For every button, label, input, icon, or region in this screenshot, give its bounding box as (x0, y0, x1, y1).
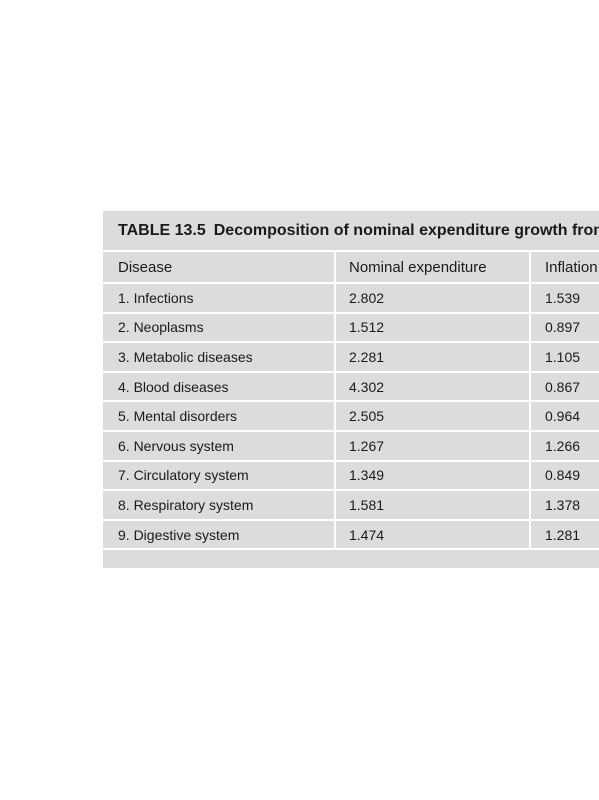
table-cell: 1.281 (545, 526, 581, 543)
header-row: Disease Nominal expenditure Inflation (103, 252, 599, 284)
table-cell: 1.474 (336, 520, 531, 549)
table-row: 9. Digestive system 1.474 1.281 (103, 520, 599, 551)
table-row: 2. Neoplasms 1.512 0.897 (103, 313, 599, 344)
table-cell: 9. Digestive system (103, 520, 336, 549)
table-cell: 1.378 (545, 496, 581, 513)
table-cell: 4.302 (336, 372, 531, 401)
table-cell: 6. Nervous system (103, 431, 336, 460)
table-cell: 1.266 (545, 437, 581, 454)
table-row: 6. Nervous system 1.267 1.266 (103, 431, 599, 462)
table-cell: 2.505 (336, 402, 531, 430)
column-header: Inflation (545, 258, 598, 276)
table-cell: 2.281 (336, 343, 531, 371)
table-cell: 1.512 (336, 313, 531, 342)
table-cell: 2.802 (336, 284, 531, 312)
table-cell: 2. Neoplasms (103, 313, 336, 342)
table-cell: 1. Infections (103, 284, 336, 312)
table-row: 8. Respiratory system 1.581 1.378 (103, 491, 599, 521)
table-cell: 1.539 (545, 289, 581, 306)
table-cell: 1.267 (336, 431, 531, 460)
table-cell: 1.581 (336, 491, 531, 519)
column-header: Nominal expenditure (336, 252, 531, 282)
column-header: Disease (103, 252, 336, 282)
table-title: TABLE 13.5 Decomposition of nominal expe… (103, 211, 599, 252)
table-cell: 0.867 (545, 378, 581, 395)
table-cell: 8. Respiratory system (103, 491, 336, 519)
table-cell: 0.849 (545, 467, 581, 484)
table-cell: 4. Blood diseases (103, 372, 336, 401)
table-row: 7. Circulatory system 1.349 0.849 (103, 461, 599, 492)
table-cell: 1.349 (336, 461, 531, 490)
table-row: 5. Mental disorders 2.505 0.964 (103, 402, 599, 432)
table-row: 3. Metabolic diseases 2.281 1.105 (103, 343, 599, 373)
table-inner: TABLE 13.5 Decomposition of nominal expe… (103, 211, 599, 551)
table-cell: 5. Mental disorders (103, 402, 336, 430)
table-caption: Decomposition of nominal expenditure gro… (213, 221, 599, 239)
table-cell: 0.897 (545, 319, 581, 336)
table-row: 4. Blood diseases 4.302 0.867 (103, 372, 599, 403)
table-cell: 0.964 (545, 408, 581, 425)
table-cell: 3. Metabolic diseases (103, 343, 336, 371)
table: TABLE 13.5 Decomposition of nominal expe… (103, 211, 599, 568)
table-cell: 1.105 (545, 348, 581, 365)
table-cell: 7. Circulatory system (103, 461, 336, 490)
table-row: 1. Infections 2.802 1.539 (103, 284, 599, 314)
table-label: TABLE 13.5 (118, 221, 206, 239)
